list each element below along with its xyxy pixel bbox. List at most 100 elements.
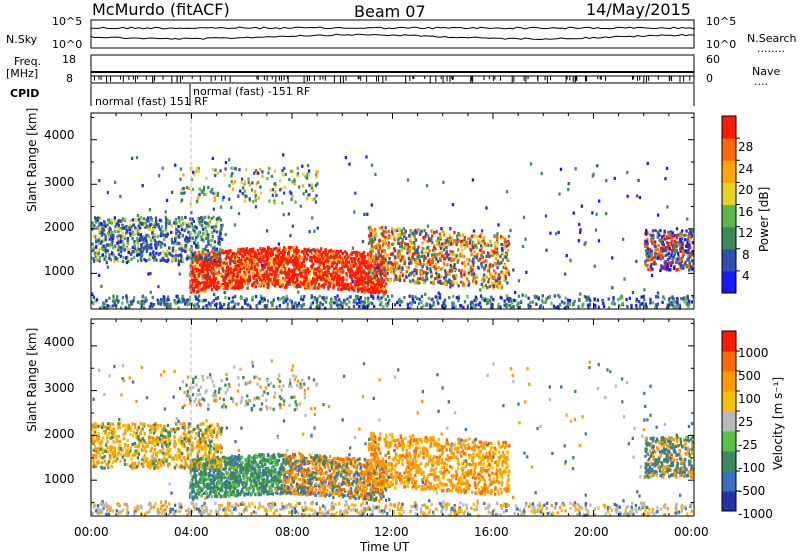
- echo-cell: [437, 236, 440, 240]
- echo-cell: [196, 302, 199, 306]
- echo-cell: [671, 245, 674, 250]
- echo-cell: [307, 283, 310, 287]
- echo-cell: [392, 269, 396, 273]
- echo-cell: [241, 277, 244, 281]
- echo-cell: [506, 268, 509, 273]
- echo-cell: [319, 272, 323, 276]
- echo-cell: [381, 246, 384, 250]
- echo-cell: [308, 169, 311, 173]
- echo-cell: [414, 261, 417, 265]
- echo-cell: [426, 268, 430, 272]
- echo-cell: [337, 304, 340, 308]
- echo-cell: [445, 246, 448, 250]
- echo-cell: [653, 260, 656, 264]
- echo-cell: [272, 258, 276, 262]
- echo-cell: [211, 234, 214, 239]
- echo-cell: [675, 236, 678, 240]
- echo-cell: [130, 225, 133, 229]
- echo-cell: [106, 232, 110, 236]
- echo-cell: [437, 241, 441, 245]
- echo-cell: [488, 284, 491, 288]
- echo-cell: [239, 260, 242, 264]
- velocity-cb-tick-m25: -25: [738, 438, 758, 452]
- echo-cell: [358, 304, 361, 308]
- echo-cell: [431, 258, 434, 262]
- echo-cell: [176, 257, 179, 261]
- echo-cell: [303, 256, 307, 260]
- echo-cell: [254, 190, 257, 194]
- echo-cell: [310, 285, 314, 289]
- echo-cell: [471, 263, 475, 267]
- echo-cell: [463, 235, 466, 240]
- echo-cell: [160, 225, 164, 229]
- echo-cell: [117, 259, 120, 263]
- echo-cell: [177, 216, 180, 220]
- echo-cell: [417, 245, 420, 249]
- power-ytick-2000: 2000: [44, 220, 75, 234]
- echo-cell: [238, 280, 241, 284]
- echo-cell: [324, 248, 327, 253]
- echo-cell: [653, 244, 656, 248]
- echo-cell: [362, 278, 365, 282]
- echo-cell: [144, 221, 148, 225]
- echo-cell: [156, 234, 159, 239]
- echo-cell: [177, 225, 180, 229]
- echo-cell: [197, 194, 201, 198]
- echo-cell: [282, 213, 285, 217]
- echo-cell: [435, 265, 438, 269]
- echo-cell: [104, 224, 107, 228]
- echo-cell: [666, 262, 669, 266]
- echo-cell: [248, 183, 251, 187]
- echo-cell: [362, 258, 365, 262]
- echo-cell: [304, 175, 307, 179]
- echo-cell: [251, 250, 254, 254]
- echo-cell: [436, 276, 440, 280]
- velocity-ytick-1000: 1000: [44, 472, 75, 486]
- echo-cell: [496, 253, 500, 257]
- echo-cell: [410, 259, 413, 263]
- echo-cell: [442, 281, 445, 285]
- echo-cell: [138, 238, 141, 242]
- echo-cell: [382, 258, 386, 263]
- echo-cell: [677, 305, 680, 309]
- echo-cell: [668, 261, 671, 266]
- echo-cell: [231, 306, 234, 310]
- echo-cell: [120, 226, 123, 230]
- echo-cell: [392, 264, 395, 268]
- echo-cell: [626, 305, 629, 309]
- echo-cell: [352, 304, 356, 308]
- echo-cell: [638, 300, 641, 304]
- echo-cell: [296, 166, 299, 170]
- echo-cell: [273, 201, 276, 205]
- echo-cell: [239, 279, 243, 283]
- echo-cell: [199, 263, 202, 267]
- echo-cell: [241, 191, 244, 196]
- echo-cell: [670, 301, 673, 305]
- echo-cell: [646, 161, 649, 165]
- echo-cell: [189, 167, 192, 171]
- echo-cell: [203, 192, 206, 196]
- echo-cell: [683, 296, 686, 300]
- echo-cell: [287, 258, 290, 262]
- echo-cell: [184, 249, 187, 253]
- echo-cell: [373, 280, 376, 284]
- echo-cell: [328, 284, 332, 288]
- echo-cell: [537, 297, 540, 301]
- echo-cell: [217, 270, 220, 274]
- echo-cell: [578, 222, 581, 227]
- echo-cell: [253, 265, 257, 269]
- echo-cell: [139, 221, 143, 225]
- echo-cell: [490, 244, 493, 248]
- echo-cell: [112, 296, 115, 300]
- echo-cell: [332, 254, 335, 258]
- echo-cell: [569, 299, 572, 303]
- echo-cell: [379, 260, 382, 264]
- echo-cell: [116, 241, 119, 245]
- echo-cell: [269, 257, 273, 261]
- echo-cell: [510, 306, 513, 310]
- echo-cell: [231, 300, 235, 304]
- echo-cell: [652, 256, 655, 260]
- echo-cell: [462, 282, 465, 286]
- echo-cell: [302, 303, 305, 307]
- echo-cell: [228, 184, 231, 188]
